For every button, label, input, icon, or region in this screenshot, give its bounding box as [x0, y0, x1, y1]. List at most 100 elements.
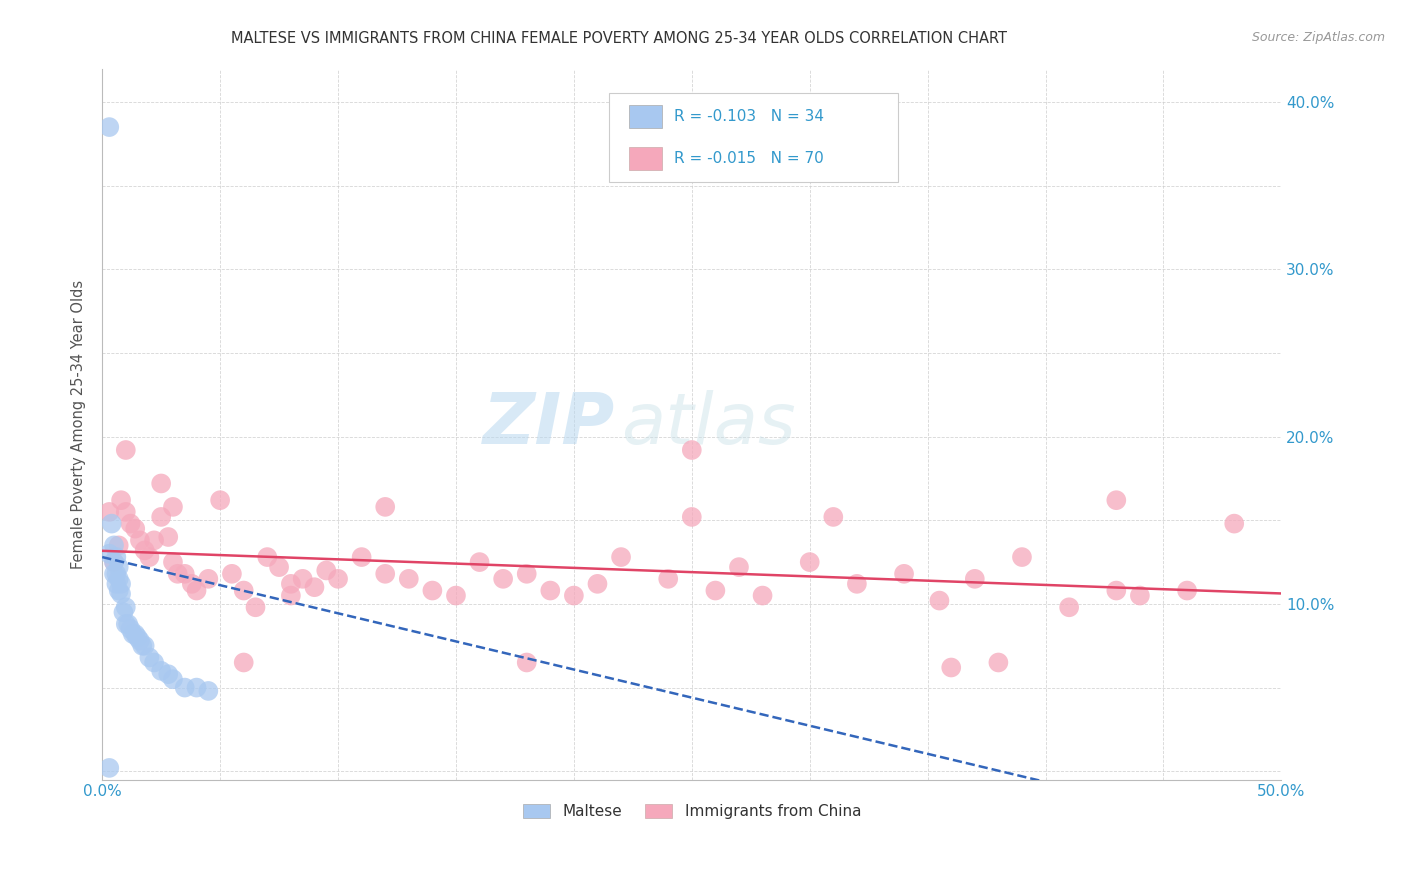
Point: [143, 656, 166, 670]
Point: [112, 605, 135, 619]
Point: [157, 667, 180, 681]
Point: [197, 572, 219, 586]
Point: [107, 583, 129, 598]
Point: [209, 493, 232, 508]
Point: [398, 572, 420, 586]
Point: [124, 522, 146, 536]
Text: R = -0.015   N = 70: R = -0.015 N = 70: [673, 152, 824, 166]
Point: [963, 572, 986, 586]
Point: [124, 627, 146, 641]
Point: [173, 566, 195, 581]
Point: [232, 583, 254, 598]
Point: [114, 505, 136, 519]
Point: [704, 583, 727, 598]
Point: [1129, 589, 1152, 603]
Point: [105, 550, 128, 565]
Point: [538, 583, 561, 598]
Point: [1011, 550, 1033, 565]
Point: [516, 656, 538, 670]
FancyBboxPatch shape: [630, 105, 662, 128]
Y-axis label: Female Poverty Among 25-34 Year Olds: Female Poverty Among 25-34 Year Olds: [72, 279, 86, 568]
Point: [516, 566, 538, 581]
Point: [114, 442, 136, 457]
Point: [166, 566, 188, 581]
Text: ZIP: ZIP: [482, 390, 616, 458]
Point: [326, 572, 349, 586]
Point: [107, 538, 129, 552]
FancyBboxPatch shape: [609, 94, 898, 182]
Point: [304, 580, 326, 594]
Point: [131, 639, 153, 653]
Point: [98, 547, 121, 561]
Point: [143, 533, 166, 548]
Point: [186, 583, 208, 598]
Point: [186, 681, 208, 695]
Point: [103, 555, 125, 569]
Point: [98, 120, 121, 134]
Point: [1105, 493, 1128, 508]
Point: [103, 566, 125, 581]
Point: [150, 664, 173, 678]
Point: [117, 617, 139, 632]
Point: [110, 577, 132, 591]
Point: [232, 656, 254, 670]
Point: [267, 560, 290, 574]
Point: [134, 639, 156, 653]
Point: [114, 617, 136, 632]
Point: [751, 589, 773, 603]
Point: [162, 555, 184, 569]
Point: [245, 600, 267, 615]
Point: [562, 589, 585, 603]
Point: [315, 564, 337, 578]
Point: [98, 505, 121, 519]
Point: [180, 577, 202, 591]
Point: [100, 516, 122, 531]
Point: [799, 555, 821, 569]
Point: [110, 587, 132, 601]
Point: [657, 572, 679, 586]
Point: [291, 572, 314, 586]
Point: [941, 660, 963, 674]
Point: [987, 656, 1010, 670]
Point: [1105, 583, 1128, 598]
Point: [586, 577, 609, 591]
Point: [173, 681, 195, 695]
Point: [103, 555, 125, 569]
Point: [157, 530, 180, 544]
Point: [280, 577, 302, 591]
Point: [681, 442, 703, 457]
Point: [120, 622, 142, 636]
Point: [444, 589, 467, 603]
Point: [492, 572, 515, 586]
Point: [893, 566, 915, 581]
Point: [129, 633, 152, 648]
Point: [105, 577, 128, 591]
Point: [105, 566, 128, 581]
Point: [122, 627, 145, 641]
Point: [107, 560, 129, 574]
Legend: Maltese, Immigrants from China: Maltese, Immigrants from China: [516, 797, 868, 825]
Point: [1057, 600, 1080, 615]
Point: [610, 550, 633, 565]
Point: [134, 543, 156, 558]
Point: [162, 500, 184, 514]
Point: [422, 583, 444, 598]
Text: MALTESE VS IMMIGRANTS FROM CHINA FEMALE POVERTY AMONG 25-34 YEAR OLDS CORRELATIO: MALTESE VS IMMIGRANTS FROM CHINA FEMALE …: [231, 31, 1007, 46]
Point: [107, 572, 129, 586]
Point: [256, 550, 278, 565]
Text: atlas: atlas: [621, 390, 796, 458]
Point: [350, 550, 373, 565]
Point: [129, 533, 152, 548]
Point: [468, 555, 491, 569]
Point: [120, 516, 142, 531]
Point: [127, 631, 149, 645]
Point: [138, 550, 160, 565]
Point: [114, 600, 136, 615]
Point: [374, 500, 396, 514]
Point: [103, 538, 125, 552]
Point: [728, 560, 751, 574]
FancyBboxPatch shape: [630, 147, 662, 170]
Point: [823, 510, 845, 524]
Point: [150, 476, 173, 491]
Point: [197, 684, 219, 698]
